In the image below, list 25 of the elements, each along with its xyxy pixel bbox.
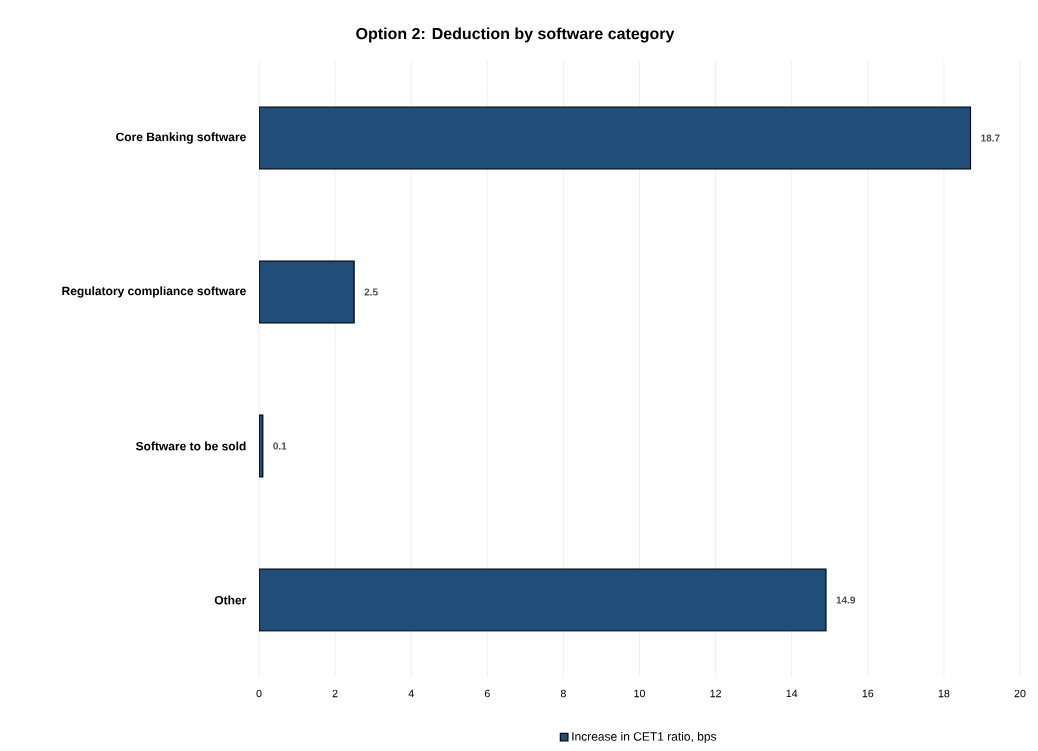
x-tick-label: 2 (332, 689, 338, 698)
data-label: 14.9 (836, 596, 856, 604)
x-tick-label: 14 (786, 689, 798, 698)
x-tick-label: 0 (256, 689, 262, 698)
x-tick-label: 16 (862, 689, 874, 698)
data-label: 0.1 (273, 442, 287, 450)
data-label: 2.5 (364, 288, 378, 296)
y-tick-label: Software to be sold (135, 441, 246, 451)
y-tick-label: Regulatory compliance software (62, 286, 246, 298)
x-tick-label: 10 (634, 689, 646, 698)
x-tick-label: 20 (1014, 689, 1026, 698)
bar (259, 106, 972, 170)
y-tick-label: Other (214, 595, 247, 605)
legend-label: Increase in CET1 ratio, bps (572, 731, 717, 744)
bar (259, 260, 355, 324)
bar (259, 568, 827, 632)
y-tick-label: Core Banking software (116, 132, 246, 144)
x-tick-label: 6 (484, 689, 490, 698)
data-label: 18.7 (981, 134, 1000, 142)
x-tick-label: 8 (560, 689, 566, 698)
bar (259, 414, 264, 478)
chart-title: Option 2: Deduction by software category (356, 27, 675, 43)
x-tick-label: 12 (710, 689, 721, 698)
x-tick-label: 4 (408, 689, 414, 698)
x-tick-label: 18 (938, 689, 950, 698)
